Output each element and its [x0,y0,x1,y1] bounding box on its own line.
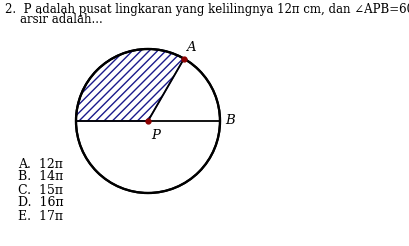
Text: A: A [186,41,196,54]
Text: E.  17π: E. 17π [18,210,63,222]
Text: 2.  P adalah pusat lingkaran yang kelilingnya 12π cm, dan ∠APB=60°. Luas daerah : 2. P adalah pusat lingkaran yang kelilin… [5,3,409,16]
Text: C.  15π: C. 15π [18,184,63,197]
Text: B.  14π: B. 14π [18,170,63,184]
Wedge shape [76,49,184,121]
Text: B: B [225,114,235,127]
Text: D.  16π: D. 16π [18,197,64,210]
Text: arsir adalah...: arsir adalah... [5,13,103,26]
Text: P: P [151,129,160,142]
Text: A.  12π: A. 12π [18,157,63,170]
